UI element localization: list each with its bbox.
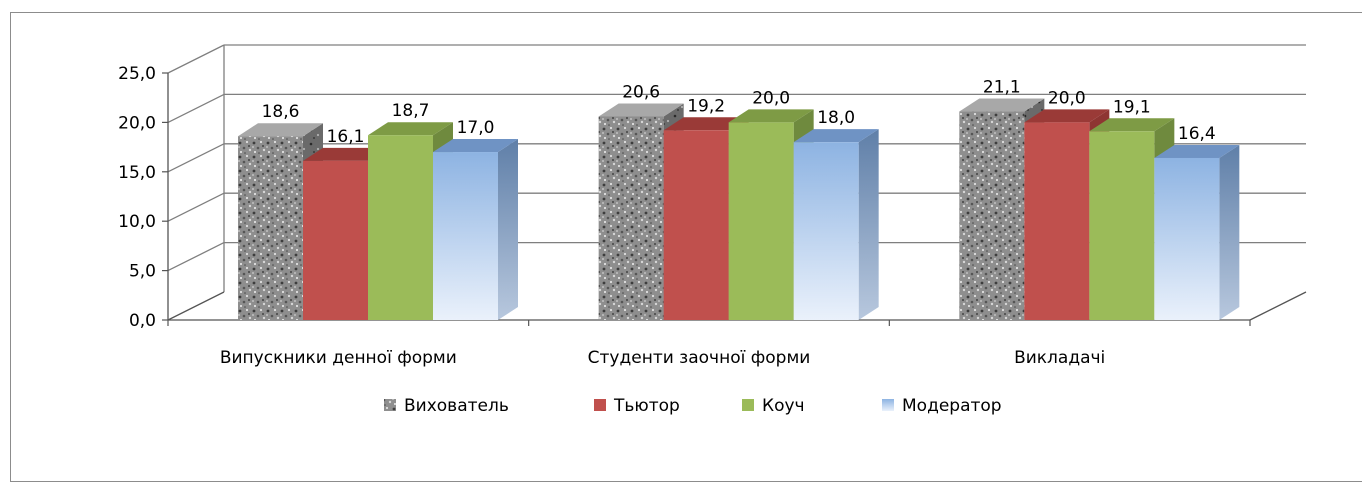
bar-front <box>598 116 664 320</box>
bars <box>238 98 1240 321</box>
bar-top <box>728 109 814 123</box>
data-label: 19,2 <box>687 96 725 116</box>
data-label: 18,7 <box>392 101 430 121</box>
data-label: 19,1 <box>1113 97 1151 117</box>
bar-Модератор-1 <box>793 129 879 320</box>
bar-front <box>663 130 729 320</box>
legend-swatch <box>742 399 754 411</box>
legend-label: Тьютор <box>613 396 680 416</box>
bar-front <box>728 122 794 321</box>
data-label: 17,0 <box>457 118 495 138</box>
legend-swatch <box>882 399 894 411</box>
data-label: 16,4 <box>1178 124 1216 144</box>
bar-front <box>1154 157 1220 320</box>
bar-front <box>1089 131 1155 320</box>
legend-item-Тьютор: Тьютор <box>594 396 680 416</box>
legend-item-Модератор: Модератор <box>882 396 1002 416</box>
data-label: 20,6 <box>622 82 660 102</box>
bar-top <box>433 139 518 153</box>
legend-label: Коуч <box>762 396 805 416</box>
bar-top <box>303 147 388 161</box>
legend-item-Вихователь: Вихователь <box>384 396 509 416</box>
gridline-side <box>167 93 225 123</box>
y-tick-label: 10,0 <box>118 212 156 232</box>
legend-label: Модератор <box>902 396 1002 416</box>
bar-top <box>1154 144 1240 158</box>
legend-swatch <box>594 399 606 411</box>
legend: Вихователь Тьютор Коуч Модератор <box>384 396 1002 416</box>
bar-side <box>498 139 518 320</box>
bar-front <box>959 111 1025 320</box>
bar-chart: 0,0 5,0 10,0 15,0 20,0 25,0 Випускники денної … <box>118 44 1307 416</box>
bar-front <box>238 136 303 320</box>
bar-top <box>959 98 1045 112</box>
bar-top <box>238 123 323 137</box>
gridline-side <box>167 143 225 173</box>
bar-side <box>858 129 879 320</box>
data-label: 21,1 <box>983 78 1021 98</box>
bar-front <box>433 152 498 320</box>
data-label: 20,0 <box>1048 88 1086 108</box>
gridline-side <box>167 242 225 272</box>
data-label: 20,0 <box>752 88 790 108</box>
bar-Модератор-2 <box>1154 144 1240 320</box>
floor-left-edge <box>167 291 225 321</box>
bar-front <box>368 135 433 320</box>
x-category-label: Випускники денної форми <box>220 348 457 368</box>
bar-top <box>598 103 684 117</box>
bar-top <box>1024 109 1110 123</box>
floor-right-edge <box>1249 291 1307 321</box>
data-label: 18,6 <box>262 102 300 122</box>
legend-item-Коуч: Коуч <box>742 396 805 416</box>
legend-swatch <box>384 399 396 411</box>
bar-front <box>303 160 368 320</box>
bar-front <box>793 142 859 320</box>
y-tick-label: 15,0 <box>118 163 156 183</box>
bar-top <box>368 122 453 136</box>
data-label: 16,1 <box>327 127 365 147</box>
y-tick-label: 25,0 <box>118 64 156 84</box>
bar-side <box>1219 144 1240 320</box>
bar-top <box>1089 118 1175 132</box>
legend-label: Вихователь <box>404 396 509 416</box>
y-tick-label: 5,0 <box>129 262 156 282</box>
x-category-label: Студенти заочної форми <box>588 348 811 368</box>
gridline-side <box>167 44 225 74</box>
bar-top <box>663 117 749 131</box>
axes: 0,0 5,0 10,0 15,0 20,0 25,0 Випускники денної … <box>118 45 1307 368</box>
bar-front <box>1024 122 1090 321</box>
data-label: 18,0 <box>817 108 855 128</box>
data-labels: 18,6 16,1 18,7 17,0 20,6 19,2 20,0 18,0 21,1 20,0… <box>262 78 1216 147</box>
gridline-side <box>167 192 225 222</box>
y-tick-label: 0,0 <box>129 311 156 331</box>
bar-top <box>793 129 879 143</box>
x-category-label: Викладачі <box>1014 348 1105 368</box>
y-tick-label: 20,0 <box>118 113 156 133</box>
bar-Модератор-0 <box>433 139 518 320</box>
